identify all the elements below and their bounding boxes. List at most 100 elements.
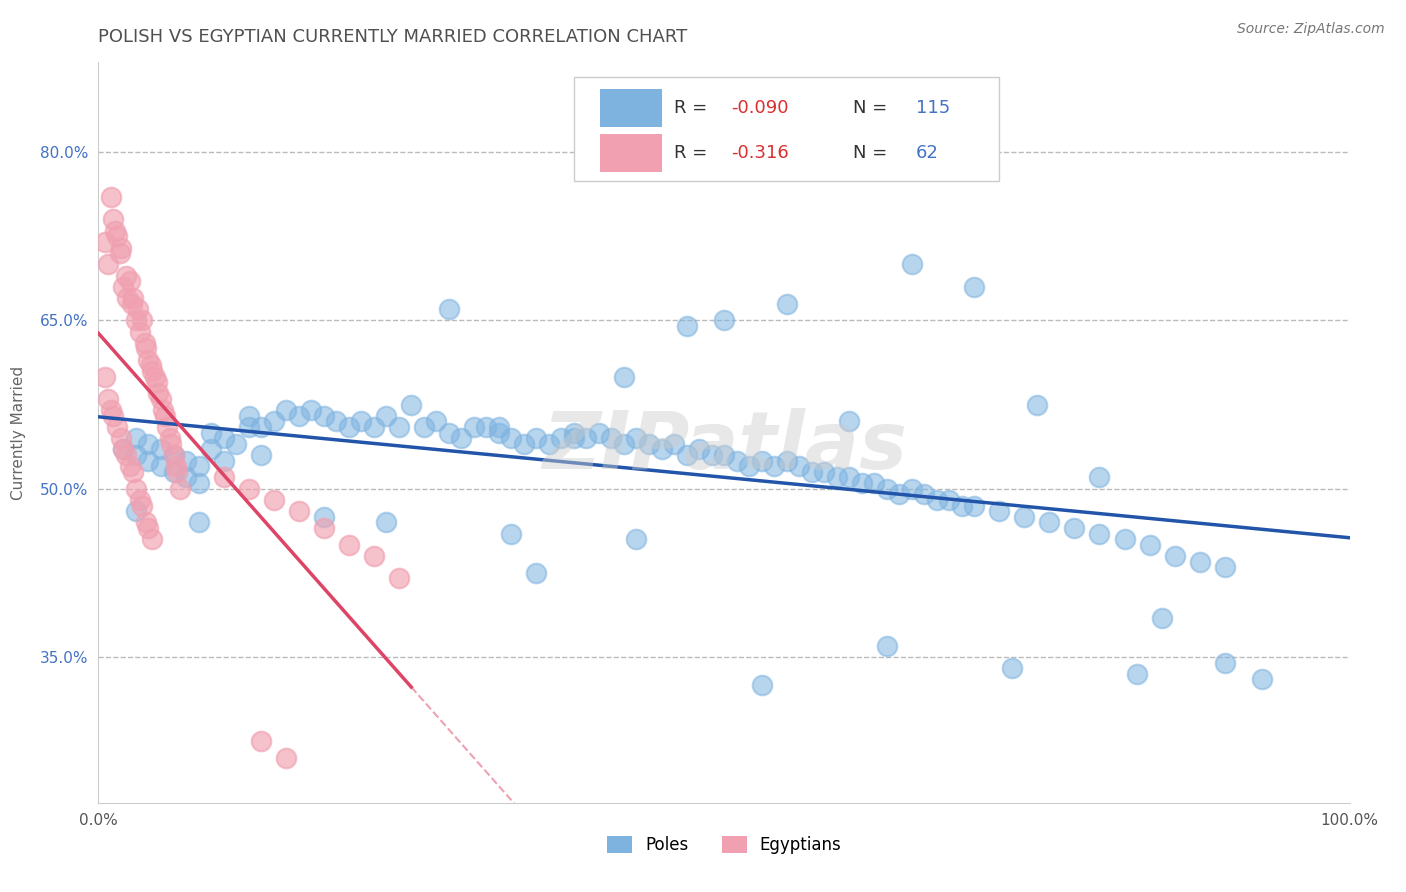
Point [112, 442, 135, 457]
Point [212, 453, 235, 467]
Point [274, 403, 298, 417]
Point [250, 448, 273, 462]
Point [97, 257, 120, 271]
Text: -0.316: -0.316 [731, 145, 789, 162]
Point [600, 431, 623, 445]
Point [912, 487, 935, 501]
Point [1063, 521, 1085, 535]
Point [135, 516, 157, 530]
Point [169, 482, 191, 496]
Point [950, 499, 973, 513]
Point [100, 403, 122, 417]
Text: Source: ZipAtlas.com: Source: ZipAtlas.com [1237, 22, 1385, 37]
Point [134, 335, 156, 350]
FancyBboxPatch shape [600, 88, 661, 128]
Point [162, 465, 184, 479]
Point [312, 409, 335, 423]
Point [131, 499, 153, 513]
Point [103, 409, 125, 423]
Point [187, 459, 209, 474]
Point [125, 313, 148, 327]
Point [238, 420, 260, 434]
Point [115, 291, 138, 305]
Point [138, 352, 160, 367]
Point [125, 504, 148, 518]
Point [187, 516, 209, 530]
Point [187, 476, 209, 491]
Point [851, 476, 873, 491]
Point [501, 526, 523, 541]
Point [1001, 661, 1024, 675]
Point [152, 403, 174, 417]
Point [141, 532, 163, 546]
Point [925, 492, 948, 507]
Point [588, 425, 610, 440]
Point [250, 734, 273, 748]
Point [238, 482, 260, 496]
Point [138, 437, 160, 451]
Point [938, 492, 960, 507]
Point [838, 470, 860, 484]
Point [463, 420, 485, 434]
Point [1213, 656, 1236, 670]
Point [813, 465, 835, 479]
Point [626, 532, 648, 546]
Point [125, 482, 148, 496]
Point [776, 296, 799, 310]
Point [713, 313, 735, 327]
Point [110, 431, 132, 445]
Point [122, 465, 145, 479]
Point [700, 448, 723, 462]
Point [437, 302, 460, 317]
Point [350, 414, 373, 428]
Point [299, 403, 322, 417]
Point [513, 437, 536, 451]
Point [876, 639, 898, 653]
Point [889, 487, 911, 501]
Point [238, 409, 260, 423]
Point [963, 499, 986, 513]
Point [725, 453, 748, 467]
Point [1014, 509, 1036, 524]
Point [112, 280, 135, 294]
Point [104, 224, 127, 238]
Point [138, 453, 160, 467]
Point [165, 459, 187, 474]
Point [150, 442, 173, 457]
Point [626, 431, 648, 445]
Point [105, 420, 128, 434]
Point [787, 459, 810, 474]
Point [93, 235, 115, 249]
Point [143, 369, 166, 384]
Point [488, 420, 510, 434]
Point [1038, 516, 1060, 530]
Point [437, 425, 460, 440]
Text: -0.090: -0.090 [731, 99, 789, 117]
Point [488, 425, 510, 440]
Point [562, 425, 585, 440]
Point [200, 425, 222, 440]
Point [638, 437, 661, 451]
Point [550, 431, 572, 445]
Point [200, 442, 222, 457]
Point [166, 465, 188, 479]
Point [825, 470, 848, 484]
Point [613, 437, 636, 451]
Point [225, 437, 247, 451]
Point [375, 516, 398, 530]
Point [425, 414, 447, 428]
Point [363, 420, 385, 434]
Point [412, 420, 434, 434]
Point [575, 431, 598, 445]
Point [93, 369, 115, 384]
Point [613, 369, 636, 384]
Point [713, 448, 735, 462]
Point [1150, 610, 1173, 624]
Point [388, 420, 411, 434]
Point [174, 453, 197, 467]
Point [312, 509, 335, 524]
Point [662, 437, 685, 451]
Point [274, 751, 298, 765]
Point [675, 448, 697, 462]
Point [150, 392, 173, 406]
